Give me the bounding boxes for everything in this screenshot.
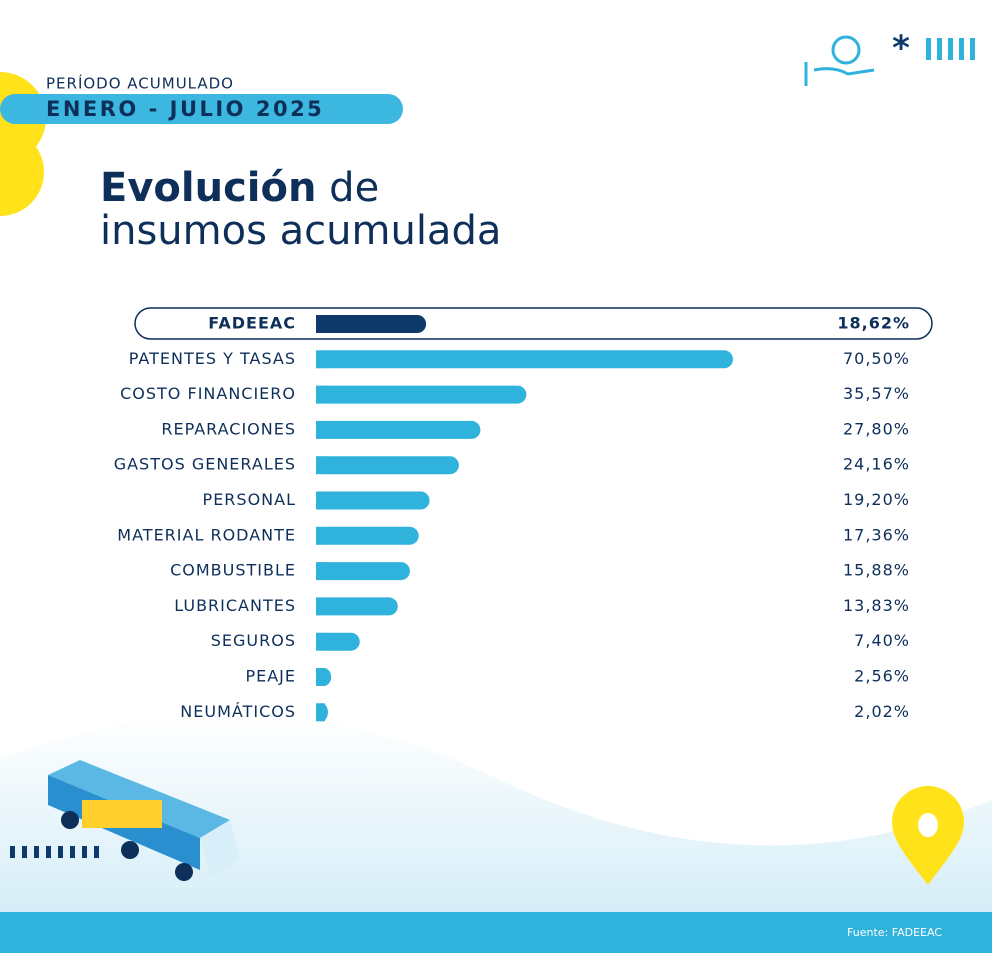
- value-label: 17,36%: [843, 525, 910, 544]
- asterisk-icon: *: [892, 29, 910, 69]
- value-label: 2,02%: [854, 702, 910, 721]
- value-label: 35,57%: [843, 384, 910, 403]
- category-label: NEUMÁTICOS: [180, 702, 296, 721]
- bar: [316, 315, 427, 333]
- period-pill: [0, 94, 403, 124]
- chart-title: Evolución de: [100, 165, 379, 211]
- bar: [316, 526, 419, 545]
- category-label: PEAJE: [245, 667, 296, 686]
- category-label: REPARACIONES: [161, 419, 296, 438]
- highlight-frame: [134, 307, 933, 340]
- category-label: COMBUSTIBLE: [170, 561, 296, 580]
- value-label: 70,50%: [843, 349, 910, 368]
- bar-base: [316, 350, 325, 369]
- category-label: PERSONAL: [203, 490, 296, 509]
- bar-base: [316, 315, 325, 333]
- bar-base: [316, 491, 325, 510]
- bar-base: [316, 668, 325, 686]
- value-label: 19,20%: [843, 490, 910, 509]
- footer-bar: [0, 912, 992, 953]
- bar: [316, 420, 481, 439]
- period-label: PERÍODO ACUMULADO: [46, 74, 234, 93]
- category-label: GASTOS GENERALES: [114, 455, 296, 474]
- bar: [316, 456, 459, 475]
- bar-base: [316, 420, 325, 439]
- bar-base: [316, 703, 325, 722]
- bar: [316, 350, 733, 369]
- bar: [316, 491, 430, 510]
- value-label: 24,16%: [843, 455, 910, 474]
- money-icon: [804, 35, 875, 86]
- truck: [10, 760, 240, 881]
- bar-base: [316, 597, 325, 616]
- source: Fuente: FADEEAC: [847, 926, 942, 939]
- category-label: MATERIAL RODANTE: [117, 525, 296, 544]
- value-label: 2,56%: [854, 667, 910, 686]
- value-label: 27,80%: [843, 419, 910, 438]
- category-label: SEGUROS: [211, 631, 296, 650]
- bar-base: [316, 632, 325, 651]
- bar-base: [316, 385, 325, 404]
- bar: [316, 385, 527, 404]
- wave: [0, 714, 992, 953]
- bar: [316, 597, 398, 616]
- bar-base: [316, 456, 325, 475]
- bar: [316, 562, 410, 581]
- value-label: 15,88%: [843, 561, 910, 580]
- value-label: 7,40%: [854, 631, 910, 650]
- location-pin: [892, 786, 964, 885]
- chart-title: insumos acumulada: [100, 208, 501, 254]
- value-label: 13,83%: [843, 596, 910, 615]
- period: ENERO - JULIO 2025: [46, 97, 324, 121]
- bar-base: [316, 562, 325, 581]
- bar-base: [316, 526, 325, 545]
- category-label: COSTO FINANCIERO: [120, 384, 296, 403]
- bar: [316, 632, 360, 651]
- title-part: de: [329, 165, 379, 211]
- deco-circle: [0, 128, 44, 216]
- category-label: PATENTES Y TASAS: [129, 349, 296, 368]
- value-label: 18,62%: [837, 314, 910, 333]
- stripes: [926, 38, 975, 60]
- category-label: LUBRICANTES: [174, 596, 296, 615]
- title-bold: Evolución: [100, 165, 316, 211]
- category-label: FADEEAC: [208, 314, 296, 333]
